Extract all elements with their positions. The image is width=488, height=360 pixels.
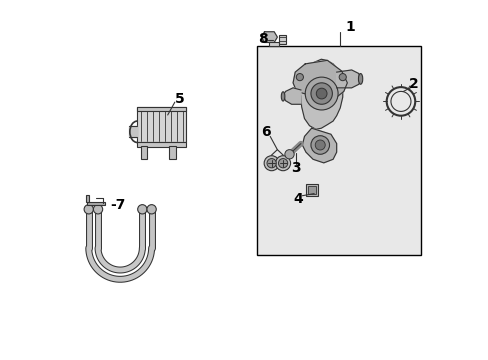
Polygon shape: [283, 88, 300, 104]
Polygon shape: [292, 60, 346, 97]
Circle shape: [315, 140, 325, 150]
Bar: [137, 108, 185, 143]
Bar: [169, 146, 176, 158]
FancyBboxPatch shape: [257, 46, 421, 255]
Bar: [141, 146, 147, 158]
Bar: [86, 202, 105, 205]
Bar: [86, 195, 89, 202]
Polygon shape: [336, 70, 360, 88]
Circle shape: [93, 204, 102, 214]
Ellipse shape: [281, 92, 285, 101]
Circle shape: [316, 88, 326, 99]
Circle shape: [278, 158, 287, 168]
Bar: [137, 142, 185, 147]
Text: 6: 6: [261, 125, 270, 139]
Bar: [268, 42, 278, 46]
Bar: [305, 184, 317, 196]
Bar: [137, 107, 185, 111]
Text: 5: 5: [175, 91, 184, 105]
Polygon shape: [302, 128, 336, 163]
Text: 1: 1: [345, 20, 354, 34]
Text: 3: 3: [291, 161, 301, 175]
Bar: [308, 186, 315, 194]
Circle shape: [275, 156, 290, 171]
Polygon shape: [298, 59, 342, 129]
Text: 8: 8: [258, 32, 267, 46]
Ellipse shape: [358, 73, 362, 84]
Text: 4: 4: [293, 192, 303, 206]
Circle shape: [305, 77, 337, 110]
Circle shape: [296, 73, 303, 81]
Text: 2: 2: [408, 77, 418, 91]
Circle shape: [138, 204, 147, 214]
Polygon shape: [261, 32, 277, 42]
Circle shape: [285, 150, 294, 159]
Circle shape: [310, 83, 332, 104]
Circle shape: [147, 204, 156, 214]
Bar: [278, 35, 285, 44]
Circle shape: [266, 158, 276, 168]
Circle shape: [310, 136, 329, 154]
Circle shape: [339, 73, 346, 81]
Text: -7: -7: [110, 198, 125, 212]
Circle shape: [264, 156, 279, 171]
Circle shape: [84, 204, 93, 214]
